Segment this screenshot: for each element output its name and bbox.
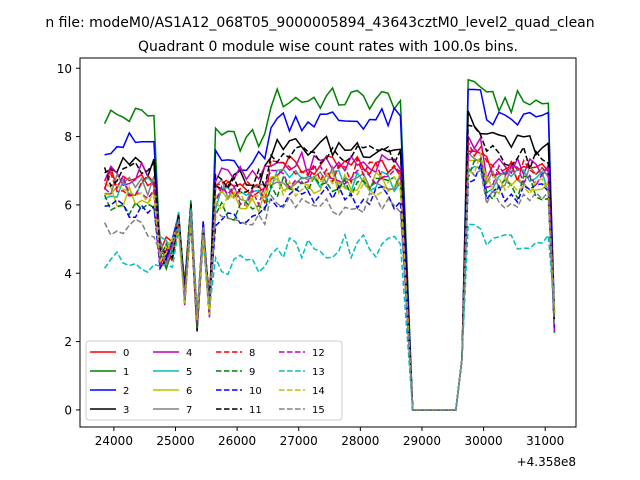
- chart-title: Quadrant 0 module wise count rates with …: [138, 39, 518, 55]
- x-tick-label: 25000: [156, 434, 194, 448]
- legend-label-8: 8: [249, 348, 255, 359]
- x-tick-label: 31000: [526, 434, 564, 448]
- x-tick-label: 30000: [464, 434, 502, 448]
- legend-box: [85, 340, 343, 421]
- y-tick-label: 6: [64, 198, 72, 212]
- legend-label-5: 5: [186, 367, 192, 378]
- x-tick-label: 29000: [403, 434, 441, 448]
- x-tick-label: 28000: [341, 434, 379, 448]
- legend-label-2: 2: [123, 386, 129, 397]
- legend-label-14: 14: [312, 386, 325, 397]
- plot-series-group: [103, 78, 556, 411]
- x-tick-label: 26000: [218, 434, 256, 448]
- x-axis-offset-text: +4.358e8: [517, 455, 576, 469]
- legend-label-7: 7: [186, 405, 192, 416]
- legend-label-13: 13: [312, 367, 325, 378]
- x-tick-label: 24000: [95, 434, 133, 448]
- legend-label-10: 10: [249, 386, 262, 397]
- legend-label-4: 4: [186, 348, 192, 359]
- series-line-15: [103, 165, 556, 411]
- legend-label-9: 9: [249, 367, 255, 378]
- y-tick-label: 8: [64, 130, 72, 144]
- y-tick-label: 4: [64, 267, 72, 281]
- legend-label-11: 11: [249, 405, 262, 416]
- y-tick-label: 0: [64, 403, 72, 417]
- axes-frame: [79, 57, 577, 428]
- legend-label-6: 6: [186, 386, 192, 397]
- series-line-13: [103, 208, 556, 411]
- legend-label-3: 3: [123, 405, 129, 416]
- legend-label-0: 0: [123, 348, 129, 359]
- y-tick-label: 10: [57, 62, 72, 76]
- legend-label-12: 12: [312, 348, 325, 359]
- legend-label-15: 15: [312, 405, 325, 416]
- y-tick-label: 2: [64, 335, 72, 349]
- legend-label-1: 1: [123, 367, 129, 378]
- x-tick-label: 27000: [280, 434, 318, 448]
- axis-ticks-group: 24000 25000 26000 27000 28000 29000 30000 31000…: [57, 62, 565, 448]
- file-title: n file: modeM0/AS1A12_068T05_9000005894_…: [45, 15, 594, 31]
